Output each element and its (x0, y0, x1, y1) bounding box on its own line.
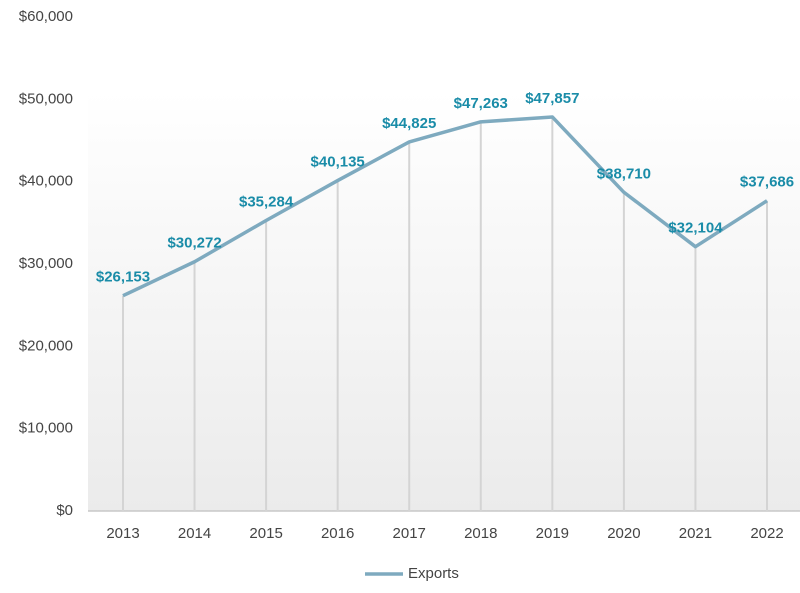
data-label: $37,686 (740, 174, 794, 191)
x-tick-label: 2017 (393, 525, 426, 542)
data-label: $35,284 (239, 193, 294, 210)
data-line (122, 115, 768, 298)
data-label: $47,263 (454, 95, 508, 112)
y-tick-label: $0 (56, 502, 73, 519)
x-tick-label: 2014 (178, 525, 211, 542)
data-label: $44,825 (382, 115, 436, 132)
y-tick-label: $60,000 (19, 8, 73, 25)
plot-background (88, 17, 800, 511)
x-tick-label: 2016 (321, 525, 354, 542)
x-tick-label: 2020 (607, 525, 640, 542)
data-label: $47,857 (525, 90, 579, 107)
x-tick-label: 2015 (249, 525, 282, 542)
x-tick-label: 2018 (464, 525, 497, 542)
data-label: $32,104 (668, 220, 723, 237)
y-tick-label: $50,000 (19, 90, 73, 107)
y-tick-label: $30,000 (19, 255, 73, 272)
y-tick-label: $40,000 (19, 173, 73, 190)
x-tick-label: 2013 (106, 525, 139, 542)
y-tick-label: $10,000 (19, 420, 73, 437)
data-label: $30,272 (167, 235, 221, 252)
x-tick-label: 2021 (679, 525, 712, 542)
data-label: $26,153 (96, 269, 150, 286)
x-tick-label: 2022 (750, 525, 783, 542)
data-label: $40,135 (311, 154, 365, 171)
x-tick-label: 2019 (536, 525, 569, 542)
y-tick-label: $20,000 (19, 337, 73, 354)
legend-label: Exports (408, 565, 459, 582)
data-label: $38,710 (597, 165, 651, 182)
